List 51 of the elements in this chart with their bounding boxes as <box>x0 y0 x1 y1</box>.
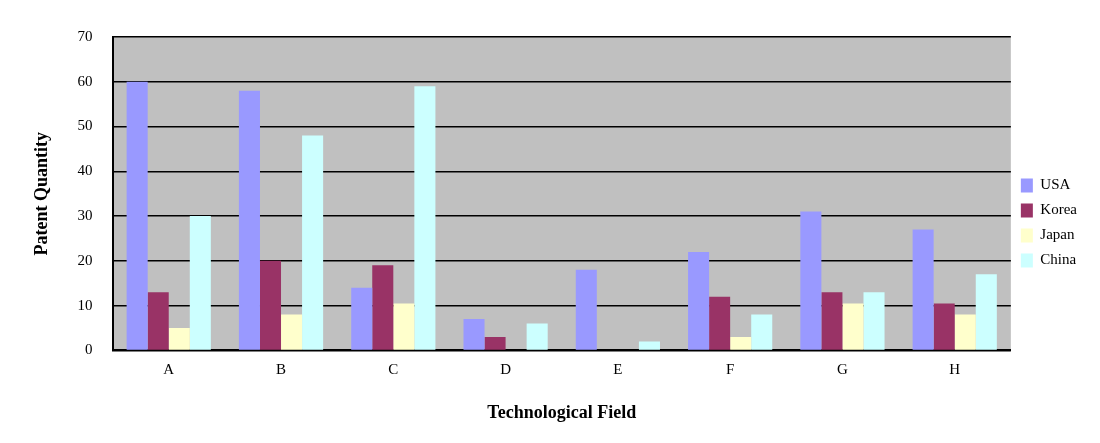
bar <box>484 336 506 350</box>
bar <box>526 323 548 350</box>
bar <box>575 269 597 350</box>
bar <box>147 292 169 350</box>
bar <box>821 292 843 350</box>
bar <box>126 81 148 350</box>
x-tick-label: B <box>276 361 287 378</box>
bar <box>751 314 773 350</box>
y-tick-label: 70 <box>77 27 93 44</box>
x-tick-label: C <box>388 361 399 378</box>
y-tick-label: 30 <box>77 207 93 224</box>
bar <box>259 260 282 350</box>
y-axis-title: Patent Quantity <box>31 131 52 256</box>
bar <box>688 251 710 350</box>
bar <box>800 211 822 350</box>
bar <box>372 265 394 350</box>
x-tick-label: G <box>837 361 849 378</box>
y-tick-label: 50 <box>77 117 93 134</box>
bar <box>189 216 211 350</box>
x-tick-label: F <box>725 361 735 378</box>
bar <box>863 292 885 350</box>
x-axis-title: Technological Field <box>487 401 637 422</box>
bar <box>414 86 436 350</box>
y-tick-label: 20 <box>77 251 93 268</box>
x-tick-label: H <box>949 361 961 378</box>
x-tick-label: D <box>500 361 512 378</box>
x-tick-label: E <box>613 361 623 378</box>
bar <box>463 319 485 350</box>
y-tick-label: 40 <box>77 162 93 179</box>
bar <box>351 287 373 350</box>
y-tick-label: 10 <box>77 296 93 313</box>
bar <box>954 314 976 350</box>
bar <box>933 303 955 350</box>
legend-label: USA <box>1040 176 1071 193</box>
x-tick-label: A <box>163 361 175 378</box>
bar <box>302 135 324 350</box>
bar <box>730 336 752 350</box>
legend-label: Korea <box>1040 201 1078 218</box>
legend-label: Japan <box>1040 226 1076 243</box>
y-tick-label: 60 <box>77 72 93 89</box>
bar <box>709 296 731 350</box>
bar <box>168 328 190 350</box>
bar <box>638 341 660 350</box>
bar <box>281 314 303 350</box>
bar <box>912 229 934 350</box>
bar <box>842 303 864 350</box>
y-tick-label: 0 <box>85 341 93 358</box>
legend-label: China <box>1040 251 1077 268</box>
bar <box>238 90 260 350</box>
bar <box>393 303 415 350</box>
bar <box>975 274 997 350</box>
